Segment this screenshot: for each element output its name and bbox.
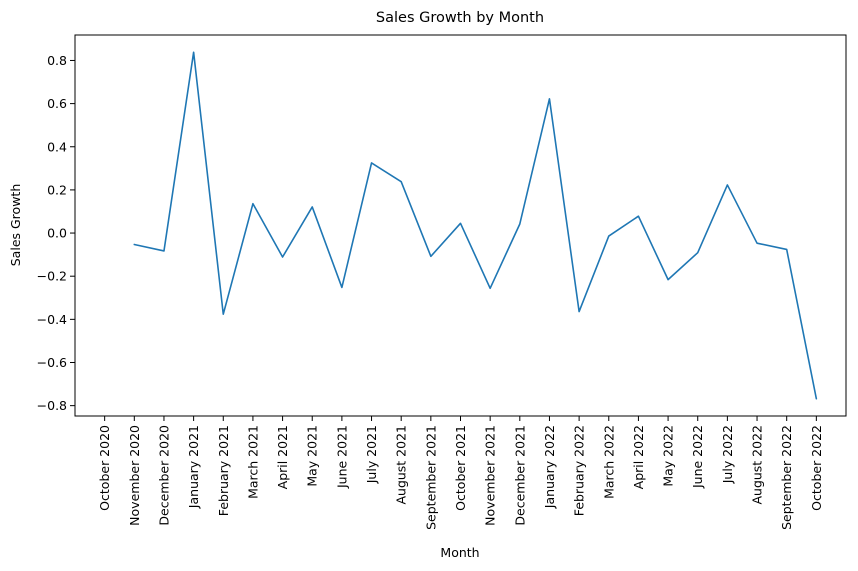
x-tick-label: September 2022 (779, 425, 794, 530)
x-tick-label: October 2021 (453, 425, 468, 511)
x-tick-label: November 2020 (127, 425, 142, 526)
x-tick-label: May 2021 (305, 425, 320, 487)
x-tick-label: May 2022 (661, 425, 676, 487)
x-tick-label: December 2021 (512, 425, 527, 526)
x-tick-label: June 2021 (334, 425, 349, 489)
x-tick-label: March 2022 (601, 425, 616, 499)
x-tick-label: February 2022 (572, 425, 587, 516)
y-tick-label: −0.2 (37, 269, 67, 284)
x-tick-label: April 2022 (631, 425, 646, 489)
y-tick-label: 0.2 (47, 182, 67, 197)
x-tick-label: January 2021 (186, 425, 201, 509)
x-tick-label: September 2021 (423, 425, 438, 530)
plot-frame (74, 34, 847, 417)
x-tick-label: October 2020 (97, 425, 112, 511)
x-tick-label: August 2021 (394, 425, 409, 505)
y-tick-label: 0.0 (47, 226, 67, 241)
y-tick-label: −0.6 (37, 355, 67, 370)
x-tick-label: April 2021 (275, 425, 290, 489)
x-tick-label: December 2020 (156, 425, 171, 526)
series-line (133, 51, 818, 400)
y-tick-label: 0.6 (47, 96, 67, 111)
y-tick-label: 0.8 (47, 53, 67, 68)
x-tick-label: November 2021 (483, 425, 498, 526)
x-tick-label: February 2021 (216, 425, 231, 516)
y-axis-label: Sales Growth (8, 184, 23, 267)
x-tick-label: July 2021 (364, 425, 379, 484)
x-tick-label: June 2022 (690, 425, 705, 489)
chart-title: Sales Growth by Month (376, 10, 544, 26)
y-tick-label: 0.4 (47, 139, 67, 154)
x-axis-label: Month (440, 545, 479, 560)
x-tick-label: August 2022 (750, 425, 765, 505)
x-tick-label: March 2021 (245, 425, 260, 499)
x-tick-label: January 2022 (542, 425, 557, 509)
y-tick-label: −0.4 (37, 312, 67, 327)
plot-area: −0.8 −0.6 −0.4 −0.2 0.0 0.2 0.4 0.6 0.8 October 2… (37, 34, 847, 530)
y-tick-label: −0.8 (37, 398, 67, 413)
x-tick-label: October 2022 (809, 425, 824, 511)
x-tick-label: July 2022 (720, 425, 735, 484)
